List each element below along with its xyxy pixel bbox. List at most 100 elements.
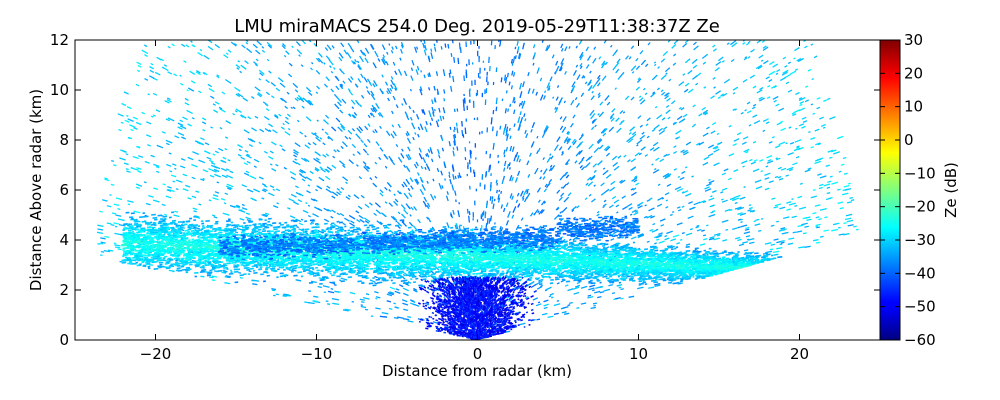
radar-echo xyxy=(229,170,234,174)
radar-echo xyxy=(518,53,522,60)
radar-echo xyxy=(768,180,774,184)
radar-echo xyxy=(491,126,494,132)
radar-echo xyxy=(604,94,610,102)
radar-echo xyxy=(433,85,436,91)
radar-echo xyxy=(223,54,229,59)
radar-echo xyxy=(437,119,440,122)
radar-echo xyxy=(513,100,516,104)
radar-echo xyxy=(230,41,237,47)
radar-echo xyxy=(638,152,642,156)
radar-echo xyxy=(519,91,523,99)
radar-echo xyxy=(737,226,741,229)
radar-echo xyxy=(258,234,262,237)
radar-echo xyxy=(637,201,644,206)
radar-echo xyxy=(223,266,228,269)
radar-echo xyxy=(728,124,732,128)
radar-echo xyxy=(826,186,831,189)
radar-echo xyxy=(413,303,420,307)
radar-echo xyxy=(170,222,173,225)
radar-echo xyxy=(334,75,340,82)
radar-echo xyxy=(375,297,378,300)
radar-echo xyxy=(262,262,268,265)
radar-echo xyxy=(356,60,360,64)
radar-echo xyxy=(339,212,345,217)
radar-echo xyxy=(182,116,188,121)
radar-echo xyxy=(762,119,768,122)
radar-echo xyxy=(653,124,660,130)
radar-echo xyxy=(113,164,117,167)
radar-echo xyxy=(165,195,172,199)
radar-echo xyxy=(701,106,707,111)
radar-echo xyxy=(715,90,722,95)
radar-echo xyxy=(264,212,270,216)
radar-echo xyxy=(294,89,299,93)
radar-echo xyxy=(355,164,359,167)
radar-echo xyxy=(323,83,328,88)
radar-echo xyxy=(521,103,525,109)
radar-echo xyxy=(505,220,510,226)
radar-echo xyxy=(680,107,685,111)
radar-echo xyxy=(741,141,747,145)
radar-echo xyxy=(224,148,228,151)
radar-echo xyxy=(684,82,690,87)
radar-echo xyxy=(597,113,600,116)
radar-echo xyxy=(633,175,638,179)
radar-echo xyxy=(720,93,725,97)
radar-echo xyxy=(381,90,384,94)
radar-echo xyxy=(220,167,227,172)
radar-echo xyxy=(266,58,270,62)
radar-echo xyxy=(760,59,764,62)
radar-echo xyxy=(646,198,651,202)
radar-echo xyxy=(628,206,633,211)
radar-echo xyxy=(793,109,801,114)
radar-echo xyxy=(212,197,219,201)
radar-echo xyxy=(491,199,494,204)
radar-echo xyxy=(438,182,443,190)
radar-echo xyxy=(405,132,409,137)
radar-echo xyxy=(819,235,824,238)
radar-echo xyxy=(660,224,665,227)
radar-echo xyxy=(539,176,542,180)
radar-echo xyxy=(575,102,580,108)
radar-echo xyxy=(843,222,847,225)
radar-echo xyxy=(234,231,239,234)
radar-echo xyxy=(634,210,639,213)
radar-echo xyxy=(706,224,709,227)
radar-echo xyxy=(628,295,635,298)
radar-echo xyxy=(298,173,303,176)
radar-echo xyxy=(599,281,602,284)
radar-echo xyxy=(401,299,408,303)
radar-echo xyxy=(227,159,231,162)
radar-echo xyxy=(602,205,605,209)
radar-echo xyxy=(769,61,775,66)
radar-echo xyxy=(541,40,544,44)
radar-echo xyxy=(408,221,414,227)
radar-echo xyxy=(530,129,533,133)
radar-echo xyxy=(530,283,537,289)
radar-echo xyxy=(708,178,711,181)
radar-echo xyxy=(379,147,384,152)
radar-echo xyxy=(430,48,433,52)
radar-echo xyxy=(519,82,523,90)
radar-echo xyxy=(673,168,678,171)
radar-echo xyxy=(543,95,546,100)
radar-echo xyxy=(643,215,648,219)
radar-echo xyxy=(524,118,527,122)
radar-echo xyxy=(331,195,336,199)
radar-echo xyxy=(764,242,772,245)
radar-echo xyxy=(354,59,358,63)
radar-echo xyxy=(683,151,689,156)
radar-echo xyxy=(442,107,446,114)
radar-echo xyxy=(505,202,509,208)
radar-echo xyxy=(396,221,403,227)
radar-echo xyxy=(545,126,549,132)
radar-echo xyxy=(296,162,301,166)
radar-echo xyxy=(240,64,247,70)
radar-echo xyxy=(712,145,719,150)
radar-echo xyxy=(685,141,692,146)
radar-echo xyxy=(324,168,330,173)
radar-echo xyxy=(373,80,378,87)
radar-echo xyxy=(778,107,785,112)
radar-echo xyxy=(713,86,716,89)
radar-echo xyxy=(555,65,560,72)
